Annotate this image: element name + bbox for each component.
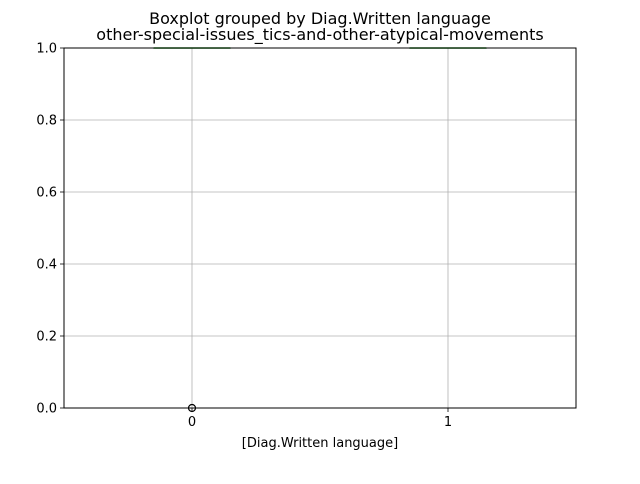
y-tick-label: 0.4 — [36, 258, 57, 273]
y-tick-label: 1.0 — [36, 42, 57, 57]
y-tick-label: 0.2 — [36, 330, 57, 345]
x-axis-label: [Diag.Written language] — [242, 436, 398, 451]
chart-subtitle: other-special-issues_tics-and-other-atyp… — [96, 25, 543, 45]
y-tick-label: 0.6 — [36, 186, 57, 201]
y-tick-label: 0.0 — [36, 402, 57, 417]
x-tick-label: 0 — [188, 415, 196, 430]
y-tick-label: 0.8 — [36, 114, 57, 129]
x-tick-label: 1 — [444, 415, 452, 430]
